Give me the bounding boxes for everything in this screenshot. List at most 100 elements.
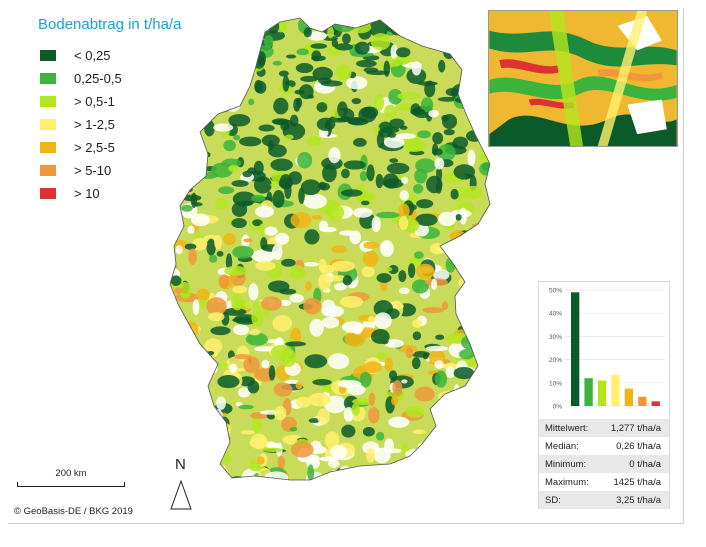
map-patch (309, 318, 324, 337)
map-patch (388, 416, 410, 428)
map-patch (359, 371, 372, 388)
map-patch (385, 267, 393, 272)
map-patch (337, 101, 348, 118)
map-patch (439, 362, 457, 368)
map-patch (362, 426, 375, 437)
map-patch (234, 18, 245, 25)
map-patch (405, 347, 414, 359)
map-patch (216, 396, 226, 410)
map-patch (384, 104, 397, 119)
map-patch (170, 117, 174, 128)
map-patch (329, 275, 348, 282)
map-patch (211, 78, 223, 90)
map-patch (428, 459, 445, 471)
map-patch (170, 87, 187, 105)
map-patch (375, 173, 384, 189)
map-patch (437, 96, 458, 102)
map-patch (424, 474, 439, 480)
map-patch (181, 29, 201, 43)
map-patch (272, 244, 283, 261)
map-patch (467, 149, 476, 167)
map-patch (307, 464, 315, 480)
map-patch (485, 269, 490, 281)
map-patch (343, 407, 354, 422)
map-patch (297, 152, 313, 169)
map-patch (170, 18, 192, 21)
map-patch (366, 448, 376, 463)
histogram-bar (584, 378, 593, 406)
map-patch (416, 199, 434, 209)
histogram-chart: 0% 10% 20% 30% 40% 50% (549, 288, 665, 411)
map-patch (160, 180, 169, 185)
map-patch (395, 133, 417, 140)
map-patch (206, 360, 215, 374)
map-patch (431, 409, 454, 415)
map-patch (300, 75, 318, 83)
legend-label: > 2,5-5 (74, 140, 115, 155)
map-patch (465, 387, 480, 394)
map-patch (251, 309, 264, 327)
map-patch (443, 129, 455, 136)
map-patch (474, 271, 481, 277)
scale-bar-line (17, 482, 125, 487)
map-patch (398, 270, 407, 283)
map-patch (170, 157, 174, 167)
map-patch (437, 144, 456, 161)
map-patch (289, 265, 306, 280)
stat-label: Mittelwert: (545, 422, 589, 434)
map-patch (278, 70, 289, 77)
map-patch (188, 364, 205, 371)
map-patch (359, 171, 368, 182)
map-patch (492, 161, 505, 168)
map-patch (224, 63, 248, 77)
map-patch (346, 116, 365, 125)
map-patch (453, 164, 476, 180)
map-patch (170, 112, 174, 125)
map-patch (190, 453, 204, 467)
map-patch (424, 80, 436, 98)
map-patch (472, 235, 485, 241)
legend-title: Bodenabtrag in t/ha/a (38, 16, 182, 33)
map-patch (318, 273, 331, 291)
map-patch (495, 341, 505, 352)
map-patch (384, 357, 393, 372)
histogram-panel: 0% 10% 20% 30% 40% 50% Mittelwert: 1,277 t/ha/… (538, 281, 670, 509)
map-patch (447, 466, 467, 474)
map-patch (161, 358, 169, 372)
map-patch (206, 297, 227, 316)
map-patch (483, 306, 490, 313)
map-patch (242, 170, 253, 178)
map-patch (466, 66, 485, 72)
map-patch (382, 178, 404, 189)
map-patch (224, 28, 231, 41)
map-patch (232, 285, 248, 294)
map-patch (252, 219, 263, 227)
map-patch (280, 121, 290, 131)
map-patch (224, 265, 248, 276)
legend-label: > 1-2,5 (74, 117, 115, 132)
map-patch (327, 26, 334, 39)
map-patch (479, 277, 486, 293)
map-patch (170, 407, 181, 414)
map-patch (171, 128, 188, 141)
map-patch (466, 262, 485, 278)
map-patch (493, 397, 505, 410)
map-patch (244, 20, 258, 33)
map-patch (272, 60, 282, 66)
map-patch (438, 420, 446, 438)
map-patch (160, 185, 170, 201)
map-patch (479, 418, 490, 435)
map-patch (258, 223, 265, 238)
y-tick-label: 50% (549, 288, 562, 295)
map-patch (277, 455, 286, 470)
map-patch (285, 341, 307, 347)
map-patch (181, 148, 200, 167)
map-patch (216, 250, 224, 257)
map-patch (192, 299, 200, 316)
map-patch (412, 331, 422, 341)
stat-value: 1425 t/ha/a (613, 476, 661, 488)
map-patch (351, 98, 362, 105)
map-patch (209, 52, 222, 65)
map-patch (248, 283, 259, 301)
inset-detail-map (488, 10, 678, 147)
